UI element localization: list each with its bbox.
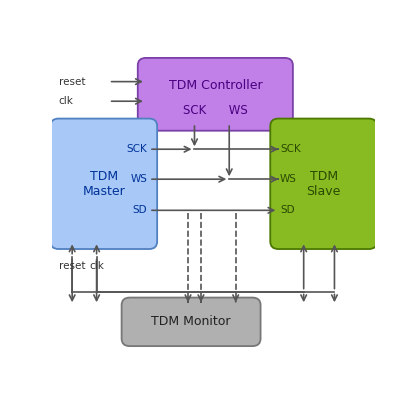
- Text: SD: SD: [133, 205, 148, 215]
- Text: TDM
Master: TDM Master: [83, 170, 125, 198]
- Text: clk: clk: [89, 261, 104, 271]
- Text: SD: SD: [280, 205, 294, 215]
- Text: TDM Controller: TDM Controller: [168, 79, 262, 92]
- FancyBboxPatch shape: [138, 58, 293, 131]
- Text: clk: clk: [58, 96, 73, 106]
- Text: WS: WS: [280, 174, 297, 184]
- Text: SCK      WS: SCK WS: [183, 104, 248, 117]
- Text: WS: WS: [131, 174, 148, 184]
- FancyBboxPatch shape: [270, 119, 377, 249]
- FancyBboxPatch shape: [50, 119, 157, 249]
- Text: TDM
Slave: TDM Slave: [306, 170, 341, 198]
- Text: reset: reset: [58, 76, 85, 87]
- FancyBboxPatch shape: [122, 297, 261, 346]
- Text: reset: reset: [59, 261, 85, 271]
- Text: SCK: SCK: [280, 144, 301, 154]
- Text: TDM Monitor: TDM Monitor: [151, 315, 231, 328]
- Text: SCK: SCK: [127, 144, 148, 154]
